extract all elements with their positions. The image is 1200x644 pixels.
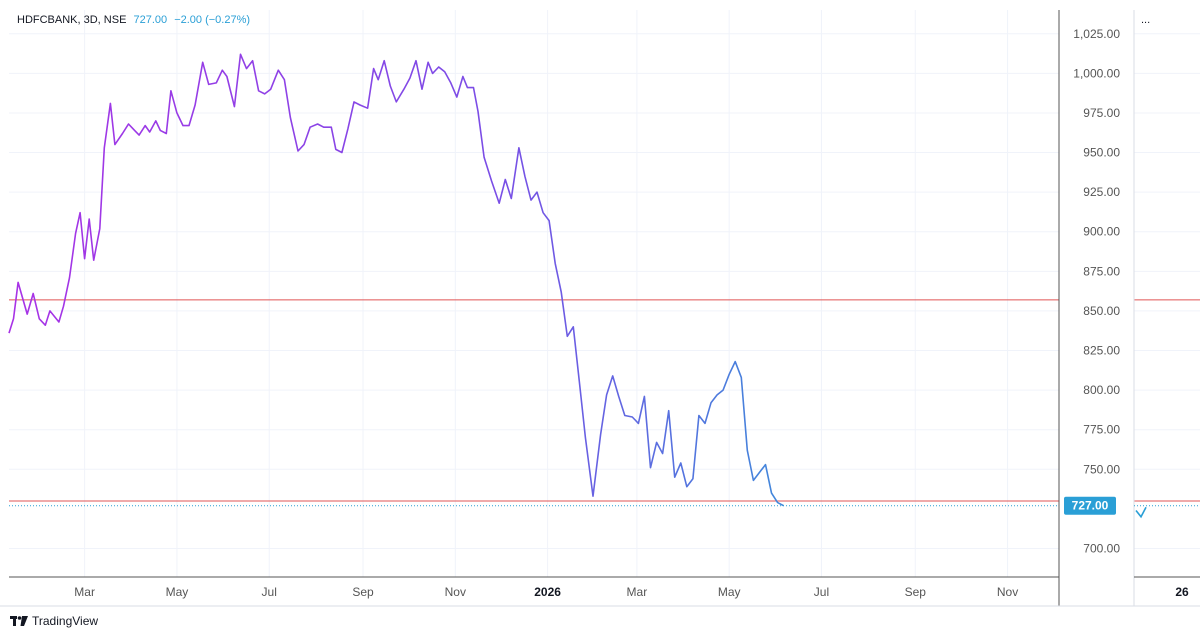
y-tick-label: 1,025.00 [1073,27,1120,41]
y-tick-label: 700.00 [1083,541,1120,555]
mini-price-line [1135,506,1147,519]
x-tick-label: Mar [627,585,648,599]
legend-change: −2.00 (−0.27%) [174,14,251,26]
x-tick-label: 2026 [534,585,561,599]
y-tick-label: 950.00 [1083,146,1120,160]
y-tick-label: 775.00 [1083,423,1120,437]
y-tick-label: 825.00 [1083,344,1120,358]
legend-last-price: 727.00 [133,14,168,26]
mini-panel: 26 [1135,506,1189,599]
x-axis-ticks: Mar May Jul Sep Nov 2026 Mar May Jul Sep Nov [74,585,1018,599]
price-series [8,53,784,507]
y-tick-label: 900.00 [1083,225,1120,239]
y-tick-label: 750.00 [1083,462,1120,476]
y-tick-label: 1,000.00 [1073,66,1120,80]
x-tick-label: Jul [814,585,829,599]
brand-name: TradingView [32,614,99,628]
x-tick-label: Nov [997,585,1018,599]
chart-legend[interactable]: HDFCBANK, 3D, NSE 727.00 −2.00 (−0.27%) [17,14,250,26]
tradingview-logo-icon [10,616,28,626]
grid [9,10,1200,577]
tradingview-branding[interactable]: TradingView [10,614,98,628]
x-tick-label: Mar [74,585,95,599]
y-tick-label: 800.00 [1083,383,1120,397]
x-tick-label: Sep [905,585,927,599]
x-tick-label: Jul [262,585,277,599]
x-tick-label: May [718,585,741,599]
y-tick-label: 875.00 [1083,264,1120,278]
x-tick-label: May [166,585,189,599]
mini-x-tick-label: 26 [1175,585,1189,599]
y-tick-label: 850.00 [1083,304,1120,318]
last-price-badge-label: 727.00 [1072,499,1109,513]
y-tick-label: 975.00 [1083,106,1120,120]
price-line [8,53,784,507]
y-tick-label: 925.00 [1083,185,1120,199]
x-tick-label: Sep [352,585,374,599]
x-tick-label: Nov [445,585,466,599]
horizontal-lines [9,299,1200,502]
mini-panel-menu[interactable]: ... [1141,14,1151,26]
last-price-badge: 727.00 [9,496,1200,515]
axes [0,10,1200,607]
y-axis-ticks: 1,025.00 1,000.00 975.00 950.00 925.00 900.00… [1073,27,1120,556]
legend-symbol: HDFCBANK, 3D, NSE [17,14,127,26]
last-price-badge-bg [1064,496,1116,515]
